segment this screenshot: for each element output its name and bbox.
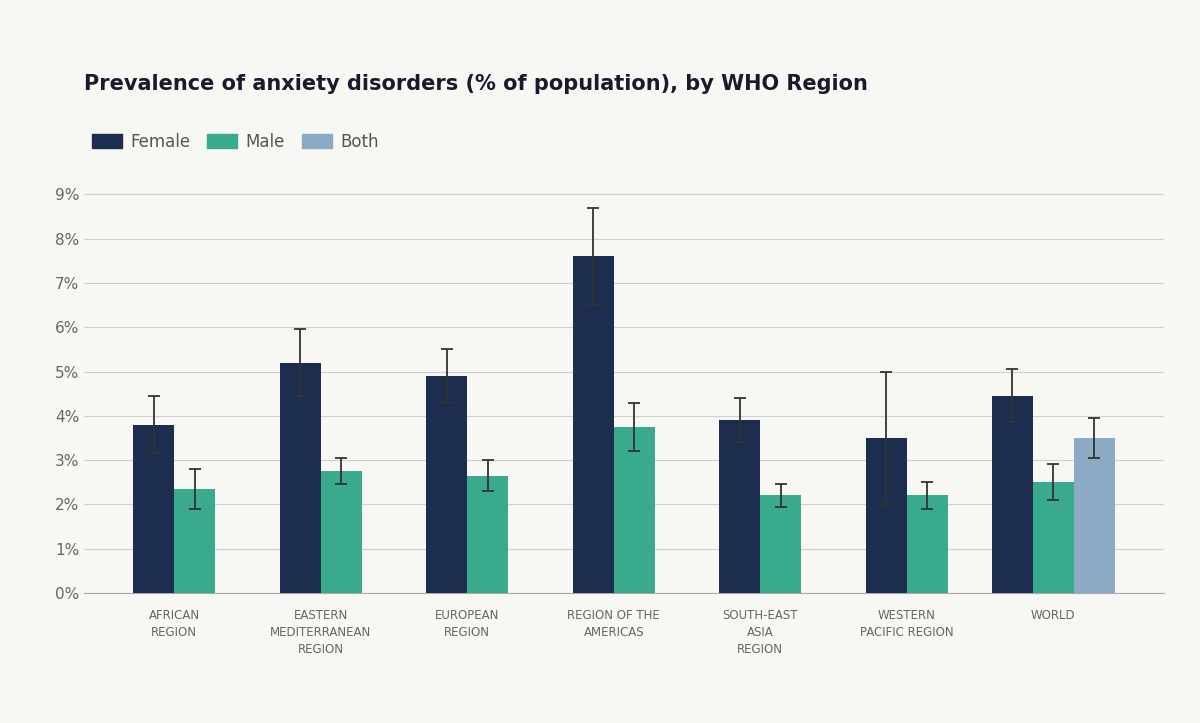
Bar (992, 396, 1033, 593)
Text: Prevalence of anxiety disorders (% of population), by WHO Region: Prevalence of anxiety disorders (% of po… (84, 74, 868, 93)
Bar (719, 420, 761, 593)
Bar (1033, 482, 1074, 593)
Bar (426, 376, 467, 593)
Bar (174, 489, 215, 593)
Bar (761, 495, 802, 593)
Bar (320, 471, 361, 593)
Legend: Female, Male, Both: Female, Male, Both (92, 133, 379, 150)
Bar (572, 257, 613, 593)
Bar (467, 476, 509, 593)
Bar (1074, 438, 1115, 593)
Bar (133, 424, 174, 593)
Bar (613, 427, 655, 593)
Bar (280, 363, 320, 593)
Bar (865, 438, 907, 593)
Bar (907, 495, 948, 593)
